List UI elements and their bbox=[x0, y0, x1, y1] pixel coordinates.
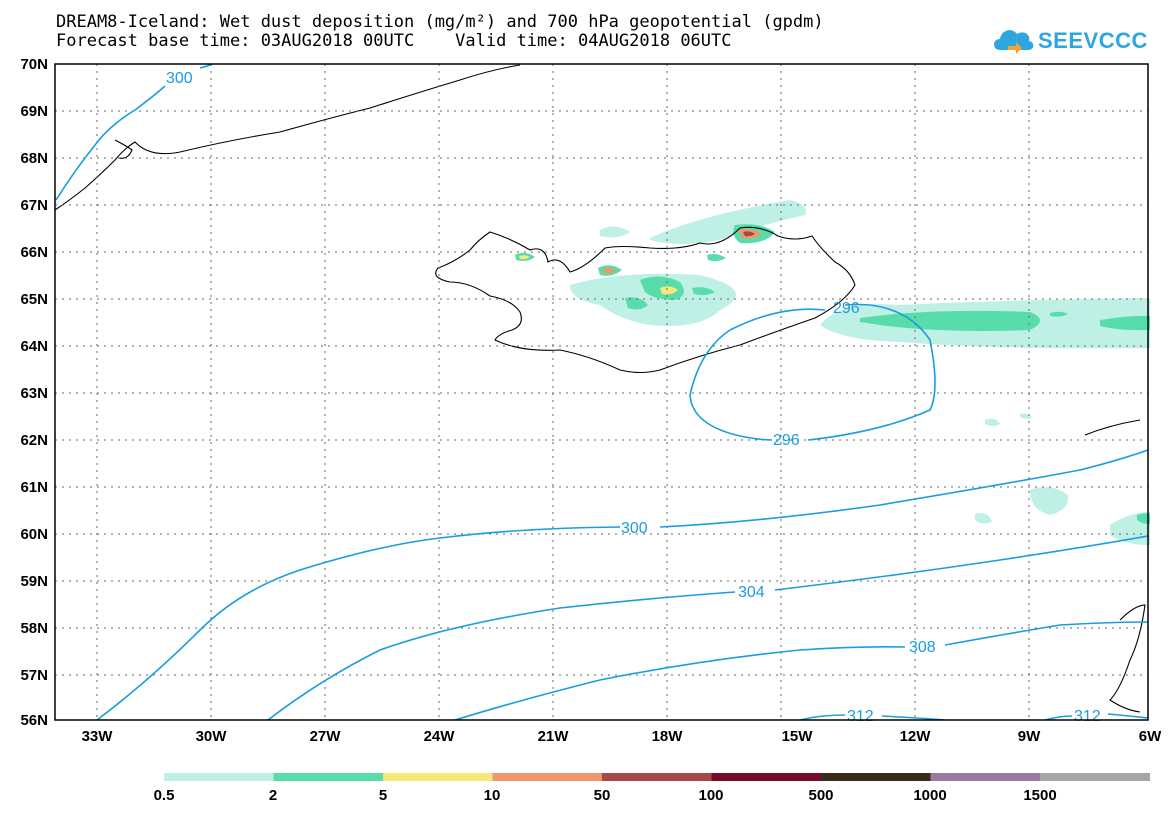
legend-label: 1500 bbox=[1023, 787, 1057, 804]
lon-label: 12W bbox=[900, 728, 932, 745]
contour-label-312-a: 312 bbox=[847, 708, 874, 725]
lon-label: 27W bbox=[310, 728, 342, 745]
contour-label-300-north: 300 bbox=[166, 70, 193, 87]
map-title: DREAM8-Iceland: Wet dust deposition (mg/… bbox=[56, 12, 824, 32]
graticule bbox=[55, 64, 1148, 720]
legend-color-swatch bbox=[602, 773, 712, 781]
legend-color-swatch bbox=[711, 773, 822, 781]
contour-308 bbox=[454, 621, 1149, 721]
legend-label: 500 bbox=[808, 787, 834, 804]
lat-label: 62N bbox=[20, 432, 48, 449]
contour-label-300: 300 bbox=[621, 520, 648, 537]
contour-label-308: 308 bbox=[909, 639, 936, 656]
legend-color-swatch bbox=[273, 773, 384, 781]
legend-color-swatch bbox=[1040, 773, 1150, 781]
lat-label: 65N bbox=[20, 291, 48, 308]
legend-label: 0.5 bbox=[153, 787, 175, 804]
lat-label: 56N bbox=[20, 712, 48, 729]
cloud-icon bbox=[994, 30, 1034, 54]
longitude-labels: 33W 30W 27W 24W 21W 18W 15W 12W 9W 6W bbox=[82, 728, 1163, 745]
map-frame bbox=[54, 63, 1149, 721]
legend-color-swatch bbox=[383, 773, 493, 781]
faroe-shetland-coast bbox=[1084, 419, 1146, 713]
lon-label: 21W bbox=[538, 728, 570, 745]
latitude-labels: 70N 69N 68N 67N 66N 65N 64N 63N 62N 61N … bbox=[20, 56, 48, 729]
legend-label: 50 bbox=[593, 787, 611, 804]
legend-color-swatch bbox=[164, 773, 274, 781]
lon-label: 30W bbox=[196, 728, 228, 745]
lon-label: 18W bbox=[652, 728, 684, 745]
legend-label: 5 bbox=[378, 787, 388, 804]
lat-label: 68N bbox=[20, 150, 48, 167]
legend-color-swatch bbox=[821, 773, 931, 781]
lat-label: 63N bbox=[20, 385, 48, 402]
lat-label: 58N bbox=[20, 620, 48, 637]
lon-label: 15W bbox=[782, 728, 814, 745]
lat-label: 64N bbox=[20, 338, 48, 355]
forecast-time-line: Forecast base time: 03AUG2018 00UTC Vali… bbox=[56, 31, 732, 51]
coastlines bbox=[54, 64, 1146, 713]
lon-label: 33W bbox=[82, 728, 114, 745]
lat-label: 57N bbox=[20, 667, 48, 684]
lat-label: 69N bbox=[20, 103, 48, 120]
lat-label: 66N bbox=[20, 244, 48, 261]
lat-label: 60N bbox=[20, 526, 48, 543]
lat-label: 59N bbox=[20, 573, 48, 590]
dust-deposition-shading bbox=[515, 200, 1150, 545]
seevccc-logo: SEEVCCC bbox=[990, 22, 1150, 58]
legend-color-swatch bbox=[492, 773, 603, 781]
greenland-coast bbox=[54, 64, 521, 211]
legend-label: 100 bbox=[698, 787, 724, 804]
contour-304 bbox=[267, 535, 1149, 721]
lat-label: 70N bbox=[20, 56, 48, 73]
contour-label-312-b: 312 bbox=[1074, 708, 1101, 725]
legend-color-swatch bbox=[930, 773, 1041, 781]
lat-label: 61N bbox=[20, 479, 48, 496]
contour-label-296-south: 296 bbox=[773, 432, 800, 449]
contour-300 bbox=[96, 449, 1149, 721]
legend-label: 1000 bbox=[913, 787, 947, 804]
lon-label: 24W bbox=[424, 728, 456, 745]
lat-label: 67N bbox=[20, 197, 48, 214]
legend-label: 10 bbox=[483, 787, 501, 804]
contour-label-304: 304 bbox=[738, 584, 765, 601]
lon-label: 9W bbox=[1018, 728, 1041, 745]
contour-label-296-north: 296 bbox=[833, 300, 860, 317]
logo-text: SEEVCCC bbox=[1038, 28, 1148, 53]
iceland-coast bbox=[435, 226, 856, 374]
contour-296 bbox=[689, 303, 936, 441]
lon-label: 6W bbox=[1139, 728, 1162, 745]
geopotential-contours bbox=[55, 63, 1149, 721]
legend-colorbar bbox=[164, 773, 1150, 781]
legend-label: 2 bbox=[268, 787, 278, 804]
